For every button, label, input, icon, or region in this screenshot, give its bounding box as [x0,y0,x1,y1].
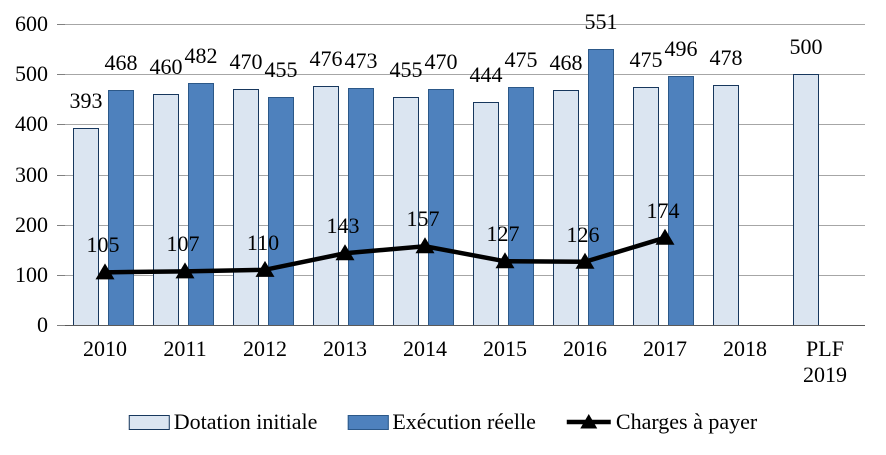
bar-value-label: 455 [389,56,423,82]
bar-dotation-2013 [313,86,339,325]
gridline-600 [65,24,865,25]
bar-execution-2011 [188,83,214,325]
gridline-400 [65,124,865,126]
x-axis-label-2015: 2015 [483,336,527,361]
legend-item-execution-reelle: Exécution réelle [347,409,536,435]
bar-value-label: 460 [149,54,183,80]
bar-dotation-2011 [153,94,179,325]
bar-execution-2017 [668,76,694,325]
x-axis-label-2017: 2017 [643,336,687,361]
chart-legend: Dotation initiale Exécution réelle Charg… [128,409,757,435]
bar-execution-2014 [428,89,454,325]
y-axis-label-500: 500 [15,61,48,87]
bar-value-label: 393 [69,87,103,113]
bar-value-label: 473 [344,47,378,73]
y-axis-tick-100 [57,274,65,276]
x-axis-label-2012: 2012 [243,336,287,361]
x-axis-label-2014: 2014 [403,336,447,361]
gridline-0 [65,325,865,326]
bar-execution-2015 [508,86,534,325]
y-axis-tick-500 [57,74,65,76]
legend-label-dotation-initiale: Dotation initiale [173,409,318,434]
bar-dotation-2016 [553,90,579,325]
line-value-label: 174 [646,197,680,223]
bar-dotation-2017 [633,86,659,325]
line-value-label: 143 [326,213,360,239]
line-value-label: 107 [166,231,200,257]
bar-dotation-2014 [393,96,419,325]
legend-label-charges-a-payer: Charges à payer [615,409,758,434]
line-value-label: 105 [86,232,120,258]
bar-value-label: 496 [664,36,698,62]
line-value-label: 127 [486,221,520,247]
bar-dotation-2015 [473,102,499,325]
y-axis-tick-0 [57,325,65,326]
line-value-label: 110 [246,229,280,255]
legend-item-dotation-initiale: Dotation initiale [128,409,318,435]
bar-execution-2012 [268,96,294,325]
legend-item-charges-a-payer: Charges à payer [566,409,757,435]
bar-value-label: 444 [469,62,503,88]
bar-value-label: 455 [264,56,298,82]
bar-value-label: 468 [104,50,138,76]
bar-value-label: 551 [584,8,618,34]
y-axis-label-200: 200 [15,211,48,237]
x-axis-label-2018: 2018 [723,336,767,361]
gridline-300 [65,174,865,176]
bar-dotation-PLF-2019 [793,74,819,325]
execution-reelle-swatch-icon [347,414,389,430]
bar-value-label: 470 [229,49,263,75]
bar-dotation-2010 [73,127,99,325]
y-axis-tick-400 [57,124,65,126]
bar-value-label: 470 [424,49,458,75]
x-axis-label-2013: 2013 [323,336,367,361]
bar-value-label: 475 [629,46,663,72]
y-axis-label-100: 100 [15,261,48,287]
bar-execution-2010 [108,90,134,325]
x-axis-label-PLF-2019: PLF 2019 [803,336,847,387]
bar-value-label: 482 [184,43,218,69]
bar-value-label: 468 [549,50,583,76]
legend-label-execution-reelle: Exécution réelle [392,409,536,434]
y-axis-label-400: 400 [15,111,48,137]
dotation-initiale-swatch-icon [128,414,170,430]
bar-dotation-2012 [233,89,259,325]
line-value-label: 157 [406,206,440,232]
y-axis-label-600: 600 [15,11,48,36]
bar-value-label: 500 [789,34,823,60]
y-axis-tick-600 [57,24,65,25]
bar-value-label: 475 [504,46,538,72]
y-axis-tick-200 [57,224,65,226]
line-value-label: 126 [566,221,600,247]
bar-value-label: 476 [309,46,343,72]
bar-execution-2013 [348,87,374,325]
y-axis-label-0: 0 [37,312,48,337]
y-axis-label-300: 300 [15,161,48,187]
bar-dotation-2018 [713,85,739,325]
gridline-200 [65,224,865,226]
x-axis-label-2010: 2010 [83,336,127,361]
x-axis-label-2011: 2011 [163,336,207,361]
line-marker-icon [566,414,611,429]
gridline-500 [65,74,865,76]
bar-execution-2016 [588,48,614,325]
y-axis-tick-300 [57,174,65,176]
gridline-100 [65,274,865,276]
bar-value-label: 478 [709,45,743,71]
x-axis-label-2016: 2016 [563,336,607,361]
